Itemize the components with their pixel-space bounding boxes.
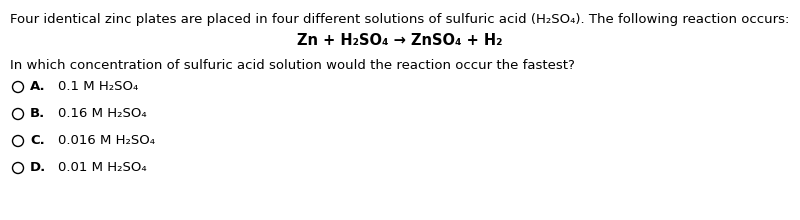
Text: 0.16 M H₂SO₄: 0.16 M H₂SO₄: [58, 107, 146, 120]
Text: A.: A.: [30, 80, 46, 93]
Text: 0.016 M H₂SO₄: 0.016 M H₂SO₄: [58, 134, 155, 147]
Text: Four identical zinc plates are placed in four different solutions of sulfuric ac: Four identical zinc plates are placed in…: [10, 13, 790, 26]
Text: B.: B.: [30, 107, 46, 120]
Text: D.: D.: [30, 161, 46, 174]
Text: 0.01 M H₂SO₄: 0.01 M H₂SO₄: [58, 161, 146, 174]
Text: Zn + H₂SO₄ → ZnSO₄ + H₂: Zn + H₂SO₄ → ZnSO₄ + H₂: [298, 33, 502, 48]
Text: 0.1 M H₂SO₄: 0.1 M H₂SO₄: [58, 80, 138, 93]
Text: C.: C.: [30, 134, 45, 147]
Text: In which concentration of sulfuric acid solution would the reaction occur the fa: In which concentration of sulfuric acid …: [10, 59, 575, 72]
